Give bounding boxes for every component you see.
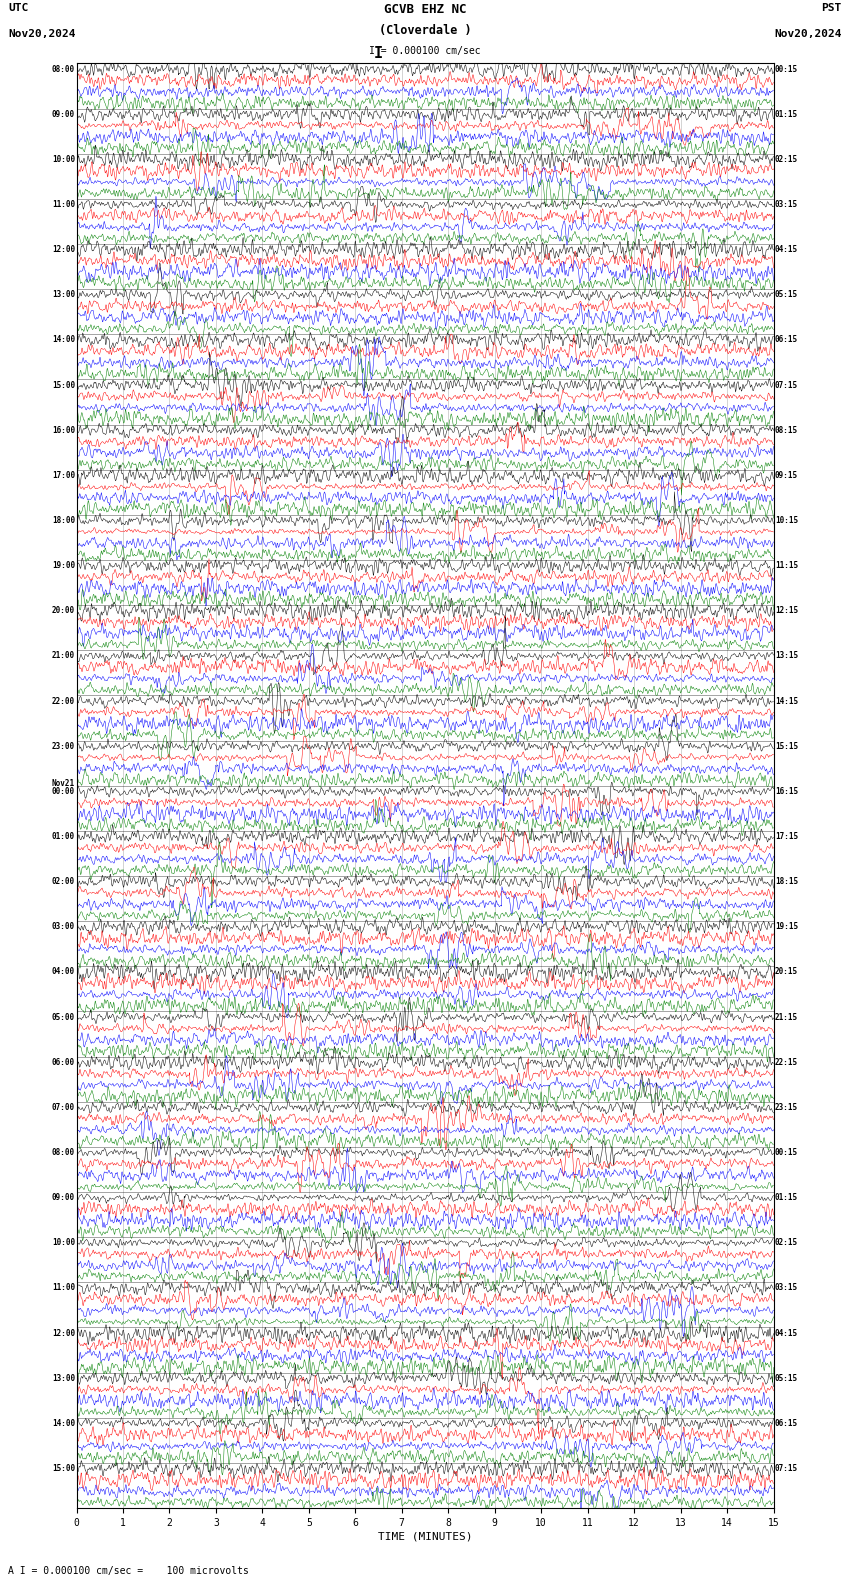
Text: PST: PST [821, 3, 842, 13]
Text: 21:15: 21:15 [775, 1012, 798, 1022]
Text: 04:15: 04:15 [775, 1329, 798, 1337]
Text: 19:00: 19:00 [52, 561, 75, 570]
Text: 16:00: 16:00 [52, 426, 75, 434]
Text: 20:00: 20:00 [52, 607, 75, 615]
Text: I = 0.000100 cm/sec: I = 0.000100 cm/sec [369, 46, 481, 55]
Text: 07:15: 07:15 [775, 1464, 798, 1473]
Text: 17:15: 17:15 [775, 832, 798, 841]
Text: 01:15: 01:15 [775, 109, 798, 119]
Text: 20:15: 20:15 [775, 968, 798, 976]
Text: 09:00: 09:00 [52, 1193, 75, 1202]
Text: 03:15: 03:15 [775, 200, 798, 209]
Text: 12:15: 12:15 [775, 607, 798, 615]
Text: 13:15: 13:15 [775, 651, 798, 661]
Text: 00:00: 00:00 [52, 787, 75, 795]
Text: 18:15: 18:15 [775, 878, 798, 885]
Text: A I = 0.000100 cm/sec =    100 microvolts: A I = 0.000100 cm/sec = 100 microvolts [8, 1567, 249, 1576]
Text: 11:15: 11:15 [775, 561, 798, 570]
Text: 06:00: 06:00 [52, 1058, 75, 1066]
Text: 04:00: 04:00 [52, 968, 75, 976]
Text: 08:15: 08:15 [775, 426, 798, 434]
Text: 18:00: 18:00 [52, 516, 75, 524]
Text: 10:00: 10:00 [52, 1239, 75, 1247]
Text: 08:00: 08:00 [52, 65, 75, 73]
Text: GCVB EHZ NC: GCVB EHZ NC [383, 3, 467, 16]
Text: 08:00: 08:00 [52, 1148, 75, 1156]
Text: 09:15: 09:15 [775, 470, 798, 480]
Text: 14:00: 14:00 [52, 1419, 75, 1427]
Text: 10:00: 10:00 [52, 155, 75, 163]
Text: 03:15: 03:15 [775, 1283, 798, 1293]
Text: 05:00: 05:00 [52, 1012, 75, 1022]
Text: 12:00: 12:00 [52, 1329, 75, 1337]
Text: 04:15: 04:15 [775, 246, 798, 253]
Text: I: I [374, 46, 382, 62]
Text: 22:00: 22:00 [52, 697, 75, 705]
Text: 07:15: 07:15 [775, 380, 798, 390]
X-axis label: TIME (MINUTES): TIME (MINUTES) [377, 1532, 473, 1541]
Text: 22:15: 22:15 [775, 1058, 798, 1066]
Text: 19:15: 19:15 [775, 922, 798, 931]
Text: 11:00: 11:00 [52, 1283, 75, 1293]
Text: 15:00: 15:00 [52, 1464, 75, 1473]
Text: 02:00: 02:00 [52, 878, 75, 885]
Text: (Cloverdale ): (Cloverdale ) [379, 24, 471, 36]
Text: Nov20,2024: Nov20,2024 [774, 29, 842, 38]
Text: 02:15: 02:15 [775, 155, 798, 163]
Text: 05:15: 05:15 [775, 290, 798, 299]
Text: 06:15: 06:15 [775, 1419, 798, 1427]
Text: Nov21: Nov21 [52, 779, 75, 787]
Text: 11:00: 11:00 [52, 200, 75, 209]
Text: 13:00: 13:00 [52, 290, 75, 299]
Text: 10:15: 10:15 [775, 516, 798, 524]
Text: 01:00: 01:00 [52, 832, 75, 841]
Text: UTC: UTC [8, 3, 29, 13]
Text: 00:15: 00:15 [775, 65, 798, 73]
Text: 06:15: 06:15 [775, 336, 798, 344]
Text: 23:00: 23:00 [52, 741, 75, 751]
Text: 07:00: 07:00 [52, 1102, 75, 1112]
Text: 17:00: 17:00 [52, 470, 75, 480]
Text: 15:15: 15:15 [775, 741, 798, 751]
Text: Nov20,2024: Nov20,2024 [8, 29, 76, 38]
Text: 21:00: 21:00 [52, 651, 75, 661]
Text: 15:00: 15:00 [52, 380, 75, 390]
Text: 03:00: 03:00 [52, 922, 75, 931]
Text: 05:15: 05:15 [775, 1373, 798, 1383]
Text: 14:15: 14:15 [775, 697, 798, 705]
Text: 01:15: 01:15 [775, 1193, 798, 1202]
Text: 13:00: 13:00 [52, 1373, 75, 1383]
Text: 12:00: 12:00 [52, 246, 75, 253]
Text: 09:00: 09:00 [52, 109, 75, 119]
Text: 00:15: 00:15 [775, 1148, 798, 1156]
Text: 23:15: 23:15 [775, 1102, 798, 1112]
Text: 02:15: 02:15 [775, 1239, 798, 1247]
Text: 14:00: 14:00 [52, 336, 75, 344]
Text: 16:15: 16:15 [775, 787, 798, 795]
